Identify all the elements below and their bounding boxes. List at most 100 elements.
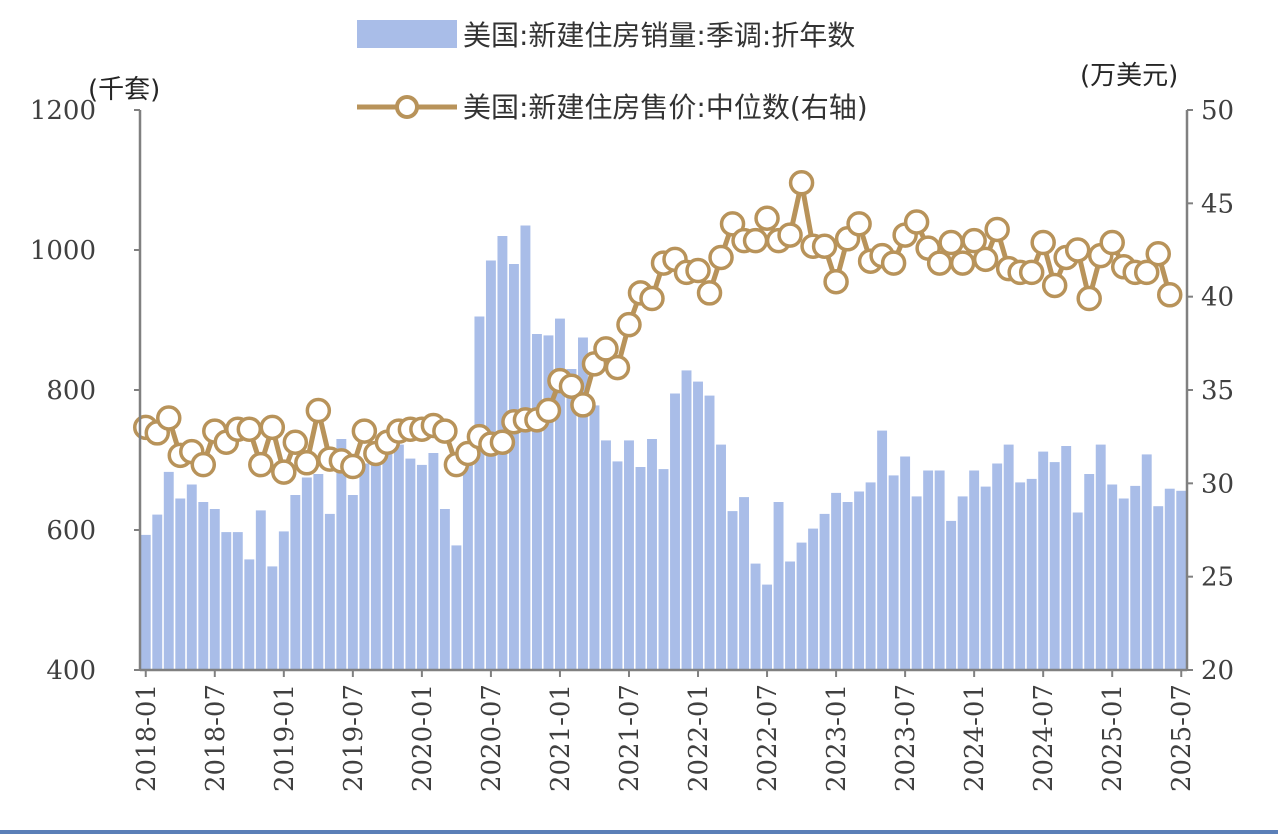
bar bbox=[1061, 446, 1072, 670]
price-point bbox=[938, 229, 964, 256]
bar bbox=[888, 475, 899, 670]
bar bbox=[762, 584, 773, 670]
bar bbox=[658, 469, 669, 670]
bar bbox=[681, 370, 692, 670]
left-tick-label: 1200 bbox=[30, 96, 96, 126]
x-tick-label: 2018-07 bbox=[201, 684, 231, 792]
price-point bbox=[570, 392, 596, 418]
price-point bbox=[455, 440, 481, 467]
bar bbox=[785, 561, 796, 670]
bar bbox=[1130, 485, 1141, 670]
bar bbox=[1026, 478, 1037, 670]
price-point bbox=[961, 227, 987, 254]
price-point bbox=[639, 285, 665, 312]
bar bbox=[244, 559, 255, 670]
bar bbox=[900, 456, 911, 670]
bar bbox=[1038, 451, 1049, 670]
price-point bbox=[432, 418, 458, 444]
price-point bbox=[558, 373, 585, 400]
price-point bbox=[926, 250, 953, 276]
bar bbox=[1107, 484, 1118, 670]
bar bbox=[428, 453, 439, 670]
bar bbox=[198, 502, 209, 670]
right-tick-label: 30 bbox=[1201, 469, 1234, 499]
price-point bbox=[1133, 259, 1160, 286]
line-series bbox=[133, 170, 1183, 485]
price-point bbox=[1064, 237, 1091, 263]
legend-bar-swatch bbox=[357, 20, 457, 48]
price-point bbox=[719, 211, 746, 237]
price-point bbox=[236, 416, 263, 442]
x-tick-label: 2022-01 bbox=[684, 684, 714, 792]
price-point bbox=[788, 170, 815, 196]
price-point bbox=[984, 216, 1010, 243]
bar bbox=[267, 566, 278, 670]
price-point bbox=[903, 209, 930, 235]
price-point bbox=[294, 450, 320, 476]
bar bbox=[186, 484, 197, 670]
price-point bbox=[708, 244, 734, 271]
x-tick-label: 2023-07 bbox=[891, 684, 921, 792]
price-point bbox=[248, 451, 274, 478]
price-point bbox=[282, 429, 309, 456]
bar bbox=[382, 446, 393, 670]
price-point bbox=[156, 405, 182, 431]
bar bbox=[370, 456, 381, 670]
price-point bbox=[777, 222, 803, 248]
bar bbox=[140, 534, 151, 670]
bar bbox=[393, 444, 404, 670]
bar bbox=[831, 492, 842, 670]
bar-series bbox=[140, 225, 1187, 670]
bar bbox=[946, 520, 957, 670]
price-point bbox=[351, 418, 378, 444]
bar bbox=[1176, 490, 1187, 670]
bar bbox=[1049, 462, 1060, 670]
bar bbox=[934, 470, 945, 670]
price-point bbox=[823, 268, 849, 295]
x-tick-label: 2021-07 bbox=[615, 684, 645, 792]
bar bbox=[969, 470, 980, 670]
price-point bbox=[1041, 272, 1068, 299]
legend-line-marker bbox=[395, 95, 419, 119]
bar bbox=[485, 260, 496, 670]
bar bbox=[1084, 474, 1095, 670]
x-tick-label: 2021-01 bbox=[546, 684, 576, 792]
bar bbox=[1118, 498, 1129, 670]
price-point bbox=[811, 233, 838, 260]
bar bbox=[451, 545, 462, 670]
price-point bbox=[685, 257, 711, 284]
price-point bbox=[1018, 259, 1045, 286]
bar bbox=[1153, 506, 1164, 670]
bar bbox=[1164, 488, 1175, 670]
bar bbox=[566, 369, 577, 670]
price-point bbox=[1099, 229, 1125, 256]
bar bbox=[462, 463, 473, 670]
x-tick-label: 2018-01 bbox=[132, 684, 162, 792]
bar bbox=[980, 486, 991, 670]
right-tick-label: 35 bbox=[1201, 376, 1234, 406]
bar bbox=[336, 439, 347, 670]
bar bbox=[163, 471, 174, 670]
price-point bbox=[604, 354, 631, 381]
legend-bar-label: 美国:新建住房销量:季调:折年数 bbox=[463, 19, 855, 52]
bar bbox=[854, 491, 865, 670]
bar bbox=[439, 509, 450, 670]
bar bbox=[739, 497, 749, 670]
right-tick-label: 50 bbox=[1201, 96, 1234, 126]
bar bbox=[543, 335, 554, 670]
bar bbox=[313, 474, 324, 670]
bar bbox=[727, 511, 738, 670]
bar bbox=[209, 509, 220, 670]
bar bbox=[301, 477, 312, 670]
left-tick-label: 1000 bbox=[30, 236, 96, 266]
price-point bbox=[616, 311, 642, 338]
bar bbox=[624, 440, 634, 670]
bar bbox=[957, 496, 968, 670]
bottom-rule bbox=[0, 830, 1278, 834]
price-point bbox=[972, 246, 999, 273]
price-point bbox=[593, 336, 619, 362]
legend-line-label: 美国:新建住房售价:中位数(右轴) bbox=[463, 91, 868, 124]
bar bbox=[773, 502, 784, 670]
x-tick-label: 2024-07 bbox=[1029, 684, 1059, 792]
